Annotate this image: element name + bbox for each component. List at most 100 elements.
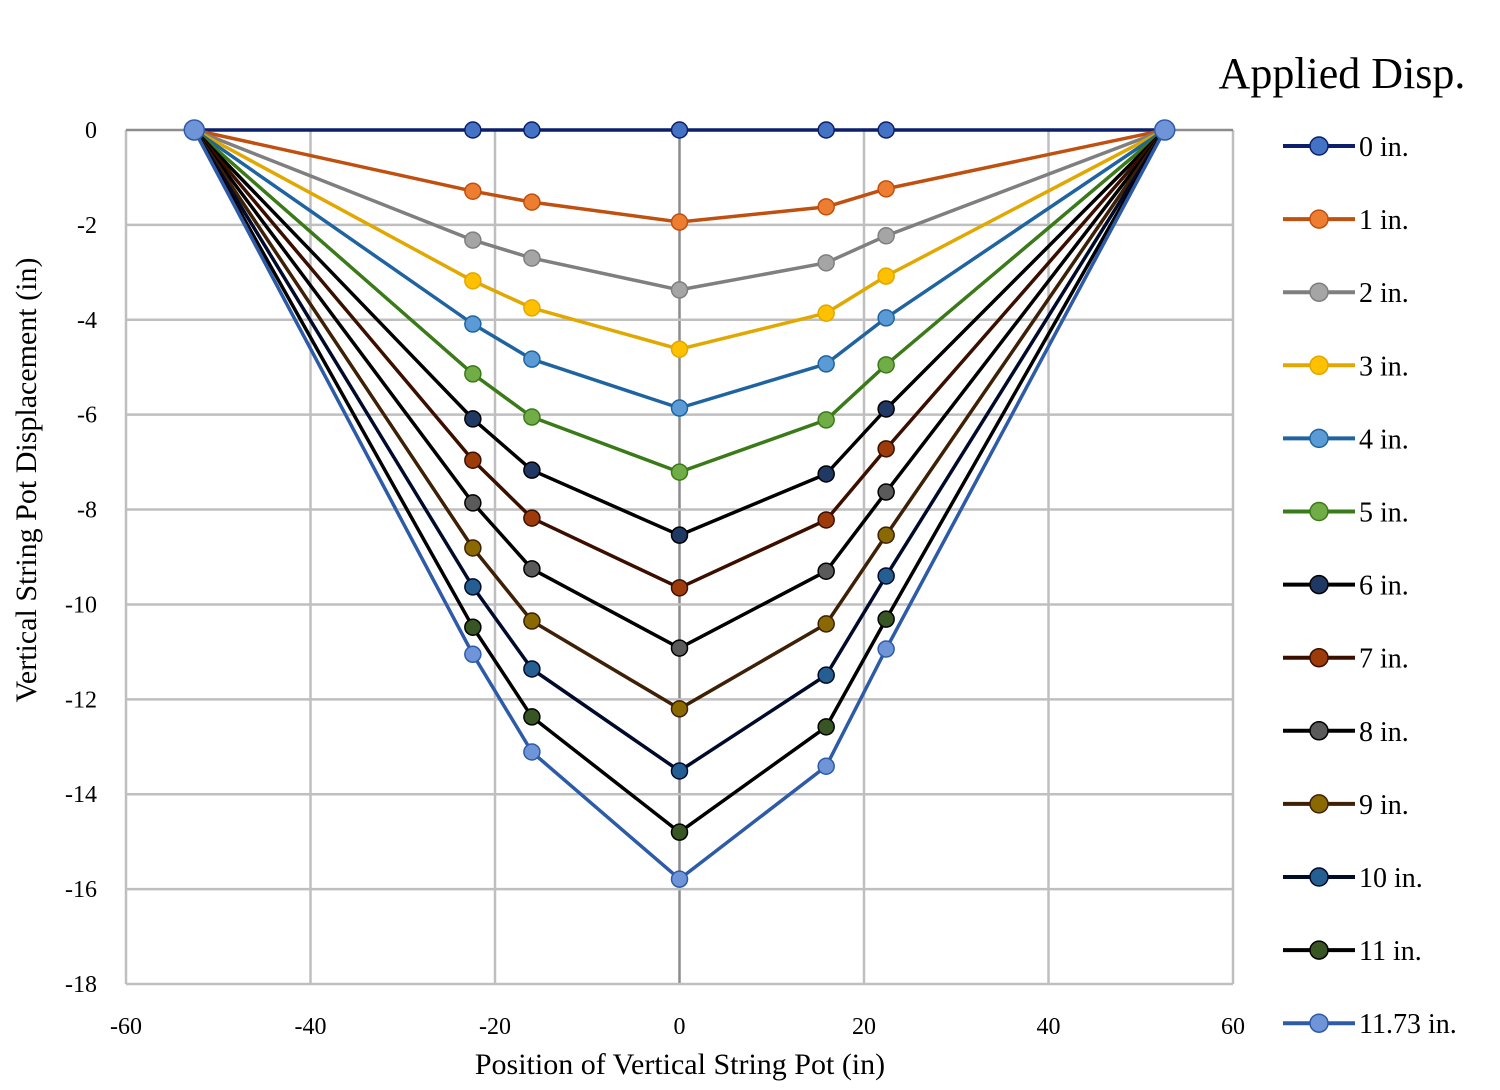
x-tick-label: 60 (1221, 1014, 1245, 1040)
data-point-marker (877, 227, 895, 245)
legend-item: 11 in. (1283, 936, 1422, 967)
data-point-marker (464, 365, 482, 383)
series-markers (464, 356, 895, 481)
data-point-marker (817, 121, 835, 139)
legend-item: 4 in. (1283, 424, 1409, 455)
legend-marker-icon (1309, 647, 1329, 668)
data-point-marker (670, 121, 689, 139)
legend-item: 1 in. (1283, 205, 1409, 236)
y-tick-label: -4 (77, 308, 97, 334)
data-point-marker (877, 400, 895, 418)
legend-item: 0 in. (1283, 132, 1409, 163)
data-point-marker (464, 272, 482, 290)
data-point-marker (877, 483, 895, 501)
legend-label: 2 in. (1359, 278, 1409, 309)
legend-label: 4 in. (1359, 424, 1409, 455)
legend-title: Applied Disp. (1219, 49, 1466, 98)
data-point-marker (464, 451, 482, 469)
x-axis-title: Position of Vertical String Pot (in) (475, 1048, 885, 1081)
data-point-marker (877, 356, 895, 374)
data-point-marker (523, 743, 541, 761)
data-point-marker (523, 299, 541, 317)
x-tick-label: 0 (674, 1014, 686, 1040)
series-markers (464, 267, 895, 358)
data-point-marker (464, 315, 482, 333)
y-axis-ticks: 0 -2 -4 -6 -8 -10 -12 -14 -16 -18 (65, 118, 97, 998)
y-tick-label: -6 (77, 403, 97, 429)
data-point-marker (817, 254, 835, 272)
data-point-marker (877, 610, 895, 628)
data-point-marker (877, 526, 895, 544)
x-tick-label: 20 (852, 1014, 876, 1040)
legend-item: 6 in. (1283, 571, 1409, 602)
data-point-marker (464, 121, 482, 139)
data-point-marker (523, 408, 541, 426)
data-point-marker (877, 440, 895, 458)
data-point-marker (523, 193, 541, 211)
x-tick-label: -20 (479, 1014, 511, 1040)
series-markers (464, 610, 895, 841)
legend-label: 1 in. (1359, 205, 1409, 236)
series-markers (464, 121, 895, 139)
legend-marker-icon (1309, 501, 1329, 522)
data-point-marker (464, 494, 482, 512)
data-point-marker (464, 645, 482, 664)
y-tick-label: 0 (85, 118, 97, 144)
series-markers (464, 400, 895, 544)
y-tick-label: -12 (65, 687, 97, 713)
data-point-marker (877, 121, 895, 139)
data-point-marker (817, 465, 835, 483)
data-point-marker (877, 309, 895, 327)
legend-item: 11.73 in. (1283, 1009, 1457, 1040)
legend-item: 8 in. (1283, 717, 1409, 748)
y-axis-title: Vertical String Pot Displacement (in) (10, 258, 43, 703)
x-axis-ticks: -60 -40 -20 0 20 40 60 (110, 1014, 1245, 1040)
series-markers (464, 227, 895, 299)
data-point-marker (817, 511, 835, 529)
data-point-marker (523, 509, 541, 527)
data-point-marker (877, 267, 895, 285)
data-point-marker (523, 612, 541, 630)
legend-label: 6 in. (1359, 571, 1409, 602)
legend-label: 11.73 in. (1359, 1009, 1457, 1040)
data-point-marker (670, 281, 689, 299)
legend-item: 5 in. (1283, 498, 1409, 529)
data-point-marker (817, 718, 835, 736)
x-tick-label: -40 (295, 1014, 327, 1040)
legend-item: 7 in. (1283, 644, 1409, 675)
data-point-marker (817, 198, 835, 216)
data-point-marker (670, 463, 689, 481)
y-tick-label: -18 (65, 972, 97, 998)
legend-marker-icon (1309, 867, 1329, 887)
series-layer (183, 119, 1176, 888)
data-point-marker (464, 231, 482, 249)
y-tick-label: -8 (77, 498, 97, 524)
legend-marker-icon (1309, 940, 1329, 960)
series-markers (464, 440, 895, 597)
data-point-marker (464, 578, 482, 596)
data-point-marker (817, 411, 835, 429)
series-markers (464, 483, 895, 657)
data-point-marker (523, 121, 541, 139)
data-point-marker (877, 567, 895, 585)
data-point-marker (877, 180, 895, 198)
series-markers (183, 119, 1176, 888)
data-point-marker (183, 119, 206, 141)
legend-label: 11 in. (1359, 936, 1422, 967)
y-tick-label: -16 (65, 877, 97, 903)
legend-label: 3 in. (1359, 351, 1409, 382)
legend-label: 8 in. (1359, 717, 1409, 748)
data-point-marker (464, 182, 482, 200)
legend-label: 0 in. (1359, 132, 1409, 163)
legend-item: 2 in. (1283, 278, 1409, 309)
series-markers (464, 180, 895, 231)
data-point-marker (817, 666, 835, 684)
data-point-marker (523, 560, 541, 578)
y-tick-label: -14 (65, 782, 97, 808)
legend-item: 9 in. (1283, 790, 1409, 821)
legend-marker-icon (1309, 355, 1329, 376)
legend-item: 3 in. (1283, 351, 1409, 382)
data-point-marker (464, 410, 482, 428)
data-point-marker (523, 350, 541, 368)
